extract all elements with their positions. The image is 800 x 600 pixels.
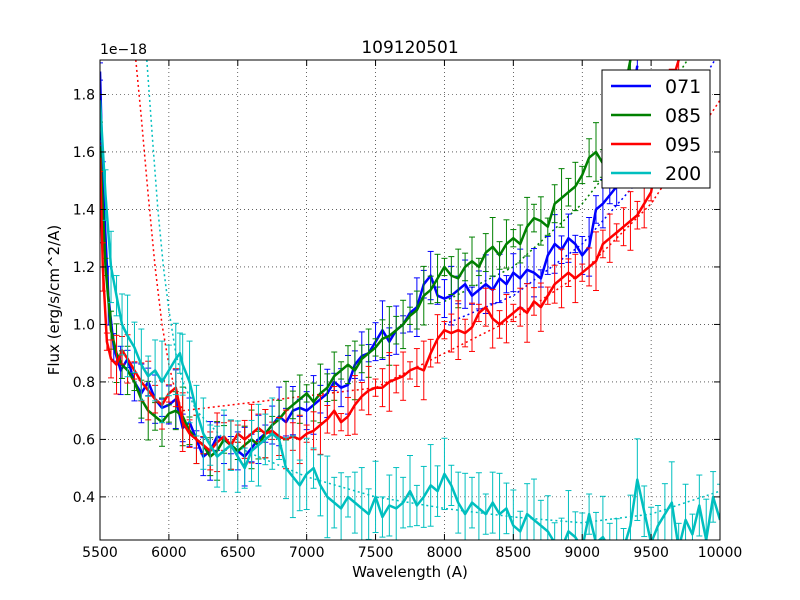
chart-title: 109120501 <box>361 38 458 58</box>
legend-label-095: 095 <box>665 134 701 156</box>
x-tick-label: 9000 <box>564 545 600 561</box>
data-series <box>100 60 720 540</box>
x-tick-label: 7500 <box>358 545 394 561</box>
y-tick-label: 0.6 <box>73 432 95 448</box>
axis-ticks: 5500 6000 6500 7000 7500 8000 8500 9000 9500 1000… <box>73 60 743 561</box>
legend: 071 085 095 200 <box>601 69 711 189</box>
y-offset-label: 1e−18 <box>100 42 147 58</box>
y-tick-label: 0.8 <box>73 375 95 391</box>
series-085 <box>100 60 634 481</box>
x-tick-label: 9500 <box>633 545 669 561</box>
legend-box <box>601 69 711 189</box>
plot-frame <box>99 59 721 541</box>
x-tick-label: 5500 <box>82 545 118 561</box>
series-200 <box>100 60 720 540</box>
y-tick-label: 1.2 <box>73 260 95 276</box>
legend-label-200: 200 <box>665 163 701 185</box>
y-tick-label: 1.8 <box>73 87 95 103</box>
y-tick-label: 1.6 <box>73 145 95 161</box>
x-tick-label: 6500 <box>220 545 256 561</box>
y-tick-label: 1.4 <box>73 202 95 218</box>
model-curve-085 <box>444 60 689 303</box>
series-line-095 <box>100 60 680 453</box>
y-tick-label: 1.0 <box>73 317 95 333</box>
x-tick-label: 8000 <box>427 545 463 561</box>
x-axis-label: Wavelength (A) <box>352 563 468 581</box>
y-tick-label: 0.4 <box>73 490 95 506</box>
x-tick-label: 10000 <box>698 545 743 561</box>
x-tick-label: 6000 <box>151 545 187 561</box>
y-axis-label: Flux (erg/s/cm^2/A) <box>45 225 63 376</box>
x-tick-label: 7000 <box>289 545 325 561</box>
legend-label-071: 071 <box>665 76 701 98</box>
x-tick-label: 8500 <box>496 545 532 561</box>
series-line-200 <box>100 100 720 540</box>
legend-label-085: 085 <box>665 105 701 127</box>
